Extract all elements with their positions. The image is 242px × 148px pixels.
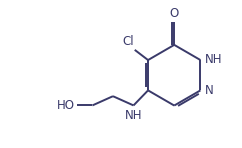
- Text: O: O: [170, 7, 179, 20]
- Text: HO: HO: [57, 99, 75, 112]
- Text: NH: NH: [125, 109, 142, 122]
- Text: N: N: [204, 84, 213, 97]
- Text: NH: NH: [204, 53, 222, 66]
- Text: Cl: Cl: [122, 35, 134, 48]
